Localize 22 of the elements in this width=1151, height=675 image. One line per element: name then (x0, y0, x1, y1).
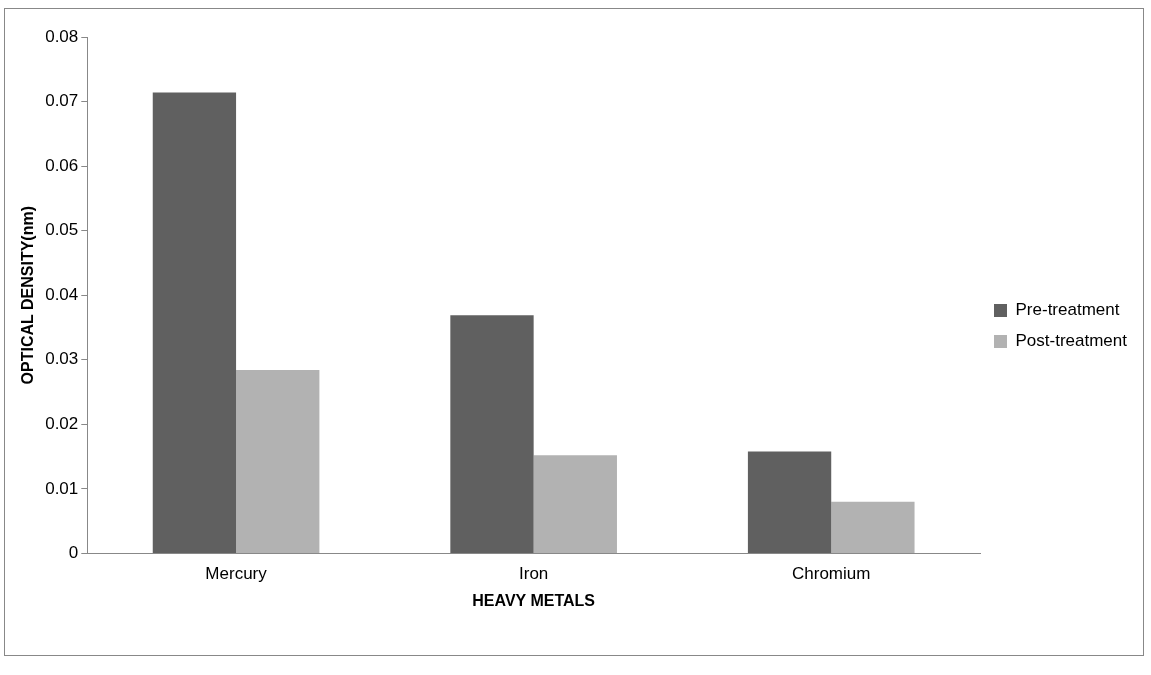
y-tick-label: 0.01 (45, 478, 79, 498)
bar (831, 501, 915, 553)
x-tick-label: Iron (519, 564, 549, 584)
y-tick-label: 0.04 (45, 284, 79, 304)
y-tick-label: 0.07 (45, 91, 79, 111)
y-axis-title: OPTICAL DENSITY(nm) (19, 206, 37, 385)
y-tick-label: 0.05 (45, 220, 79, 240)
y-tick-label: 0.02 (45, 413, 79, 433)
y-tick-label: 0.06 (45, 155, 79, 175)
y-tick-label: 0.03 (45, 349, 79, 369)
bar (533, 455, 617, 553)
bar (450, 315, 534, 553)
legend-label: Pre-treatment (1015, 300, 1120, 320)
x-axis-title: HEAVY METALS (472, 591, 596, 609)
bar (236, 370, 320, 553)
y-tick-label: 0 (68, 543, 79, 563)
x-tick-label: Chromium (792, 564, 871, 584)
x-tick-label: Mercury (205, 564, 268, 584)
y-tick-label: 0.08 (45, 26, 79, 46)
legend-label: Post-treatment (1015, 331, 1128, 351)
bar (747, 451, 832, 553)
bar (152, 92, 237, 553)
